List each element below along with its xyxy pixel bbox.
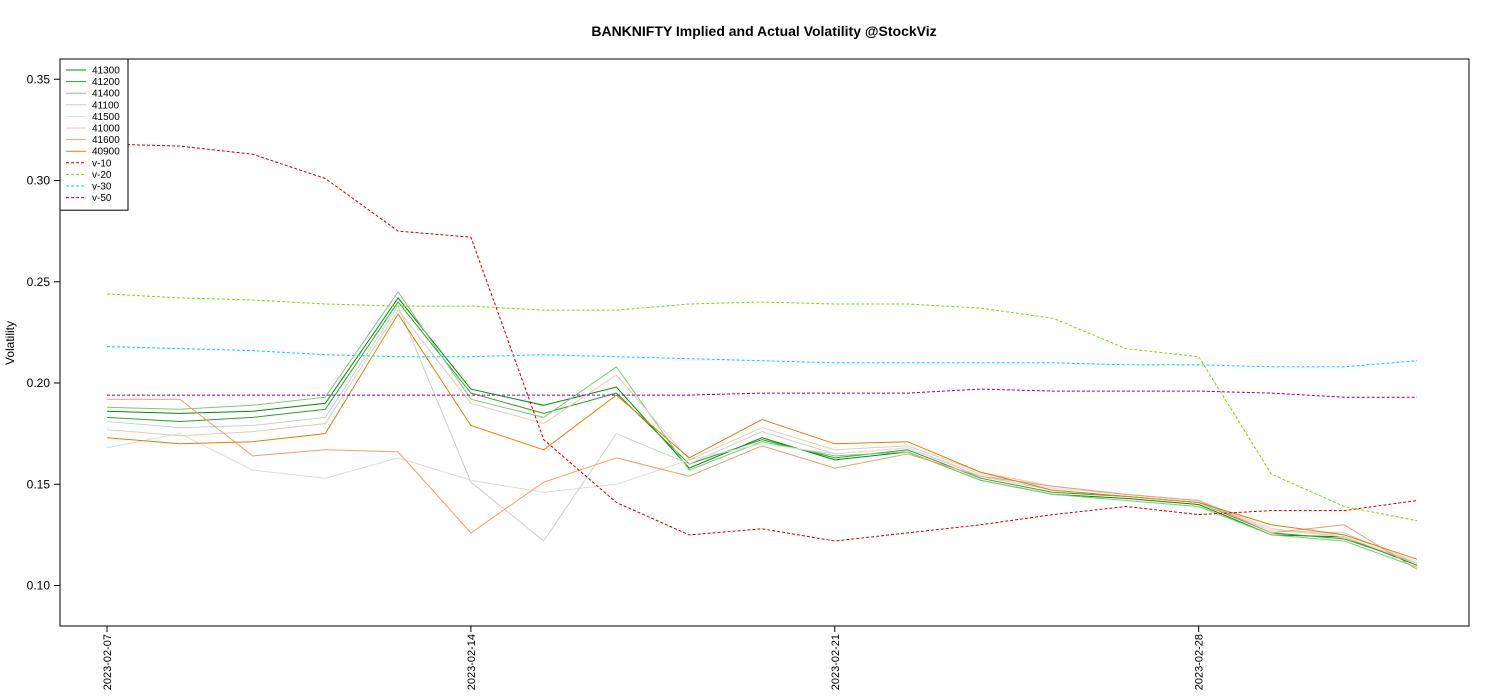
y-tick-label: 0.10 — [27, 579, 51, 593]
legend-label: v-20 — [92, 170, 112, 181]
legend-label: 41500 — [92, 112, 120, 123]
series-line-v-10 — [106, 143, 1418, 542]
plot-frame — [59, 58, 1470, 627]
series-line-v-20 — [106, 293, 1418, 522]
series-line-v-30 — [106, 346, 1418, 368]
x-tick-label: 2023-02-14 — [466, 634, 478, 690]
legend: 4130041200414004110041500410004160040900… — [59, 58, 129, 211]
x-tick-label: 2023-02-07 — [102, 634, 114, 690]
plot-area — [106, 143, 1418, 570]
legend-label: 41400 — [92, 89, 120, 100]
legend-box — [59, 58, 129, 211]
legend-label: v-10 — [92, 158, 112, 169]
y-tick-label: 0.15 — [27, 477, 51, 491]
legend-label: v-30 — [92, 182, 112, 193]
y-tick-label: 0.35 — [27, 72, 51, 86]
legend-label: 41200 — [92, 77, 120, 88]
series-line-40900 — [106, 313, 1418, 560]
legend-label: 41600 — [92, 135, 120, 146]
y-axis: 0.10 0.15 0.20 0.25 0.30 0.35 — [27, 72, 60, 593]
legend-label: 41300 — [92, 66, 120, 77]
series-line-41300 — [106, 297, 1418, 566]
x-tick-label: 2023-02-28 — [1194, 634, 1206, 690]
x-axis: 2023-02-07 2023-02-14 2023-02-21 2023-02-28 — [102, 626, 1206, 690]
x-tick-label: 2023-02-21 — [830, 634, 842, 690]
legend-label: 41100 — [92, 100, 120, 111]
y-tick-label: 0.25 — [27, 275, 51, 289]
series-line-41400 — [106, 291, 1418, 568]
legend-label: 41000 — [92, 124, 120, 135]
series-line-41000 — [106, 309, 1418, 564]
legend-label: v-50 — [92, 193, 112, 204]
y-axis-label: Volatility — [3, 321, 17, 365]
chart-title: BANKNIFTY Implied and Actual Volatility … — [591, 23, 936, 39]
series-line-41600 — [107, 398, 1418, 570]
series-line-41500 — [106, 433, 1418, 562]
series-line-41100 — [106, 305, 1418, 564]
series-line-41200 — [106, 301, 1418, 564]
y-tick-label: 0.30 — [27, 174, 51, 188]
series-line-v-50 — [107, 388, 1417, 398]
legend-label: 40900 — [92, 147, 120, 158]
y-tick-label: 0.20 — [27, 376, 51, 390]
